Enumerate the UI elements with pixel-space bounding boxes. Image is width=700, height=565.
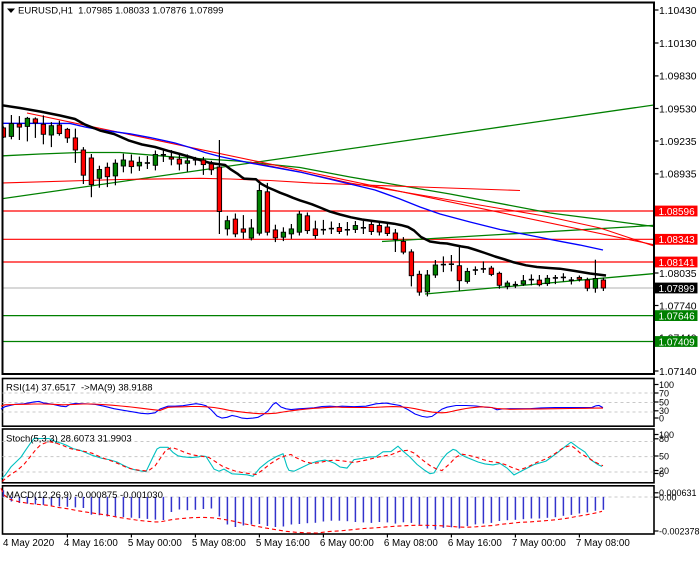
svg-text:5 May 00:00: 5 May 00:00 bbox=[128, 538, 182, 549]
svg-text:1.09235: 1.09235 bbox=[659, 137, 697, 148]
svg-text:0: 0 bbox=[659, 413, 664, 423]
svg-text:-0.002378: -0.002378 bbox=[659, 526, 700, 536]
svg-text:4 May 16:00: 4 May 16:00 bbox=[64, 538, 118, 549]
svg-text:100: 100 bbox=[659, 380, 674, 390]
svg-text:1.07140: 1.07140 bbox=[659, 367, 697, 378]
svg-text:1.07409: 1.07409 bbox=[659, 337, 696, 348]
svg-text:0: 0 bbox=[659, 469, 664, 479]
svg-text:1.07899: 1.07899 bbox=[659, 284, 696, 295]
svg-text:1.07740: 1.07740 bbox=[659, 301, 697, 312]
svg-text:20: 20 bbox=[659, 466, 669, 476]
svg-text:30: 30 bbox=[659, 406, 669, 416]
svg-text:5 May 08:00: 5 May 08:00 bbox=[192, 538, 246, 549]
svg-text:6 May 16:00: 6 May 16:00 bbox=[448, 538, 502, 549]
svg-text:6 May 08:00: 6 May 08:00 bbox=[384, 538, 438, 549]
svg-text:1.08035: 1.08035 bbox=[659, 269, 697, 280]
svg-text:1.07646: 1.07646 bbox=[659, 311, 696, 322]
svg-text:6 May 00:00: 6 May 00:00 bbox=[320, 538, 374, 549]
svg-text:1.08596: 1.08596 bbox=[659, 207, 696, 218]
svg-text:50: 50 bbox=[659, 397, 669, 407]
svg-text:1.10430: 1.10430 bbox=[659, 6, 697, 17]
svg-text:1.08343: 1.08343 bbox=[659, 235, 696, 246]
svg-text:7 May 08:00: 7 May 08:00 bbox=[576, 538, 630, 549]
svg-text:1.08935: 1.08935 bbox=[659, 170, 697, 181]
svg-text:50: 50 bbox=[659, 451, 669, 461]
svg-text:7 May 00:00: 7 May 00:00 bbox=[512, 538, 566, 549]
svg-text:1.09530: 1.09530 bbox=[659, 104, 697, 115]
svg-text:70: 70 bbox=[659, 388, 669, 398]
svg-text:1.09830: 1.09830 bbox=[659, 72, 697, 83]
svg-text:Stoch(5,3,3) 28.6073 31.9903: Stoch(5,3,3) 28.6073 31.9903 bbox=[6, 434, 132, 445]
svg-text:4 May 2020: 4 May 2020 bbox=[3, 538, 55, 549]
svg-text:RSI(14) 37.6517 ->MA(9) 38.91: RSI(14) 37.6517 ->MA(9) 38.9188 bbox=[6, 383, 153, 394]
svg-text:100: 100 bbox=[659, 430, 674, 440]
svg-text:0.00: 0.00 bbox=[659, 493, 677, 503]
svg-text:5 May 16:00: 5 May 16:00 bbox=[256, 538, 310, 549]
svg-text:MACD(12,26,9) -0.000875 -0.001: MACD(12,26,9) -0.000875 -0.001030 bbox=[6, 490, 163, 501]
svg-text:80: 80 bbox=[659, 434, 669, 444]
svg-text:EURUSD,H1 1.07985 1.08033 1.0: EURUSD,H1 1.07985 1.08033 1.07876 1.0789… bbox=[18, 6, 223, 17]
svg-text:0.000631: 0.000631 bbox=[659, 488, 697, 498]
svg-text:1.08141: 1.08141 bbox=[659, 258, 696, 269]
svg-text:1.10130: 1.10130 bbox=[659, 39, 697, 50]
